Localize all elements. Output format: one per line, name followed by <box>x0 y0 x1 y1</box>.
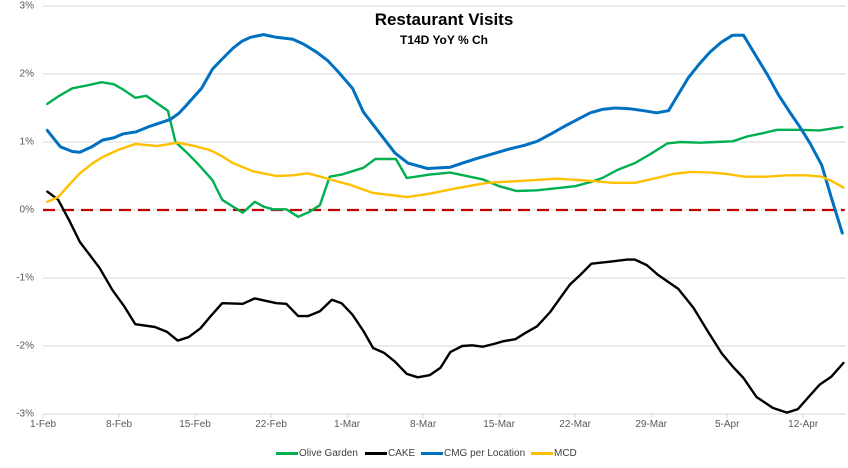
x-tick-label: 22-Mar <box>559 419 591 430</box>
y-tick-label: 1% <box>19 136 34 148</box>
x-tick-label: 8-Mar <box>410 419 437 430</box>
y-tick-label: -1% <box>16 272 34 284</box>
legend-label: CMG per Location <box>444 447 526 459</box>
chart-subtitle: T14D YoY % Ch <box>399 33 489 47</box>
legend-swatch-icon <box>531 451 553 455</box>
series-line-cmg-per-location <box>45 33 844 235</box>
x-tick-label: 12-Apr <box>788 419 819 430</box>
legend-swatch-icon <box>421 451 443 455</box>
x-tick-label: 5-Apr <box>714 419 740 430</box>
x-tick-label: 1-Feb <box>29 419 57 430</box>
x-tick-label: 1-Mar <box>334 419 361 430</box>
legend-swatch-icon <box>365 451 387 455</box>
x-tick-label: 15-Feb <box>179 419 211 430</box>
y-tick-label: 3% <box>19 0 34 12</box>
series-line-mcd <box>46 141 845 204</box>
legend-swatch-icon <box>276 451 298 455</box>
legend-item-olive-garden: Olive Garden <box>276 446 358 460</box>
y-tick-label: 2% <box>19 68 34 80</box>
legend-label: MCD <box>554 447 577 459</box>
x-tick-label: 22-Feb <box>255 419 287 430</box>
x-tick-label: 29-Mar <box>635 419 667 430</box>
series-line-cake <box>46 190 845 414</box>
y-tick-label: -3% <box>16 408 34 420</box>
series-lines <box>45 33 845 414</box>
chart-legend: Olive Garden CAKE CMG per Location MCD <box>0 446 848 460</box>
x-tick-label: 15-Mar <box>483 419 515 430</box>
chart-title: Restaurant Visits <box>374 10 514 29</box>
legend-item-cake: CAKE <box>365 446 415 460</box>
y-tick-label: 0% <box>19 204 34 216</box>
y-tick-label: -2% <box>16 340 34 352</box>
legend-label: Olive Garden <box>299 447 358 459</box>
x-axis-tick-marks <box>42 414 804 418</box>
legend-item-cmg-per-location: CMG per Location <box>421 446 525 460</box>
legend-label: CAKE <box>388 447 416 459</box>
series-line-olive-garden <box>46 80 844 219</box>
x-tick-label: 8-Feb <box>105 419 133 430</box>
legend-item-mcd: MCD <box>531 446 577 460</box>
